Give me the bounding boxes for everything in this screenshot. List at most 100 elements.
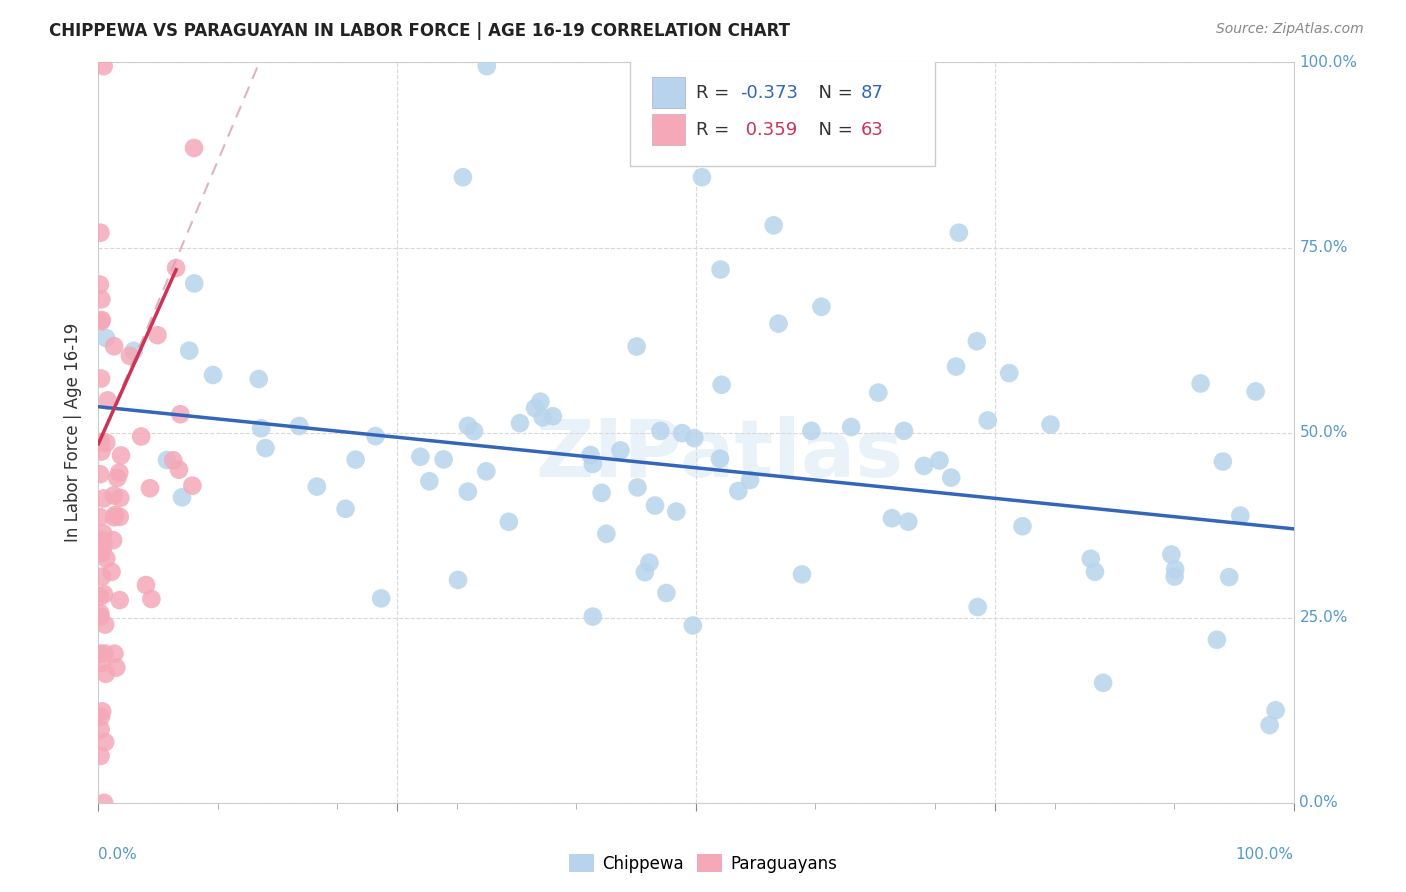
Point [108, 593, 131, 607]
Legend: Chippewa, Paraguayans: Chippewa, Paraguayans [562, 847, 844, 880]
Text: Source: ZipAtlas.com: Source: ZipAtlas.com [1216, 22, 1364, 37]
Point [644, 499, 666, 513]
Point [868, 385, 890, 400]
Point [108, 466, 131, 480]
Point [91, 541, 114, 555]
Point [89, 467, 111, 482]
Point [1264, 703, 1286, 717]
Point [90, 533, 112, 547]
Point [1163, 569, 1185, 583]
Point [110, 449, 132, 463]
Point [250, 421, 273, 435]
Point [418, 475, 440, 489]
Text: 100.0%: 100.0% [1236, 847, 1294, 863]
Point [93, 587, 115, 601]
Point [1039, 417, 1062, 432]
Text: 87: 87 [860, 84, 884, 102]
Point [768, 317, 790, 331]
Point [541, 409, 564, 424]
Point [103, 647, 125, 661]
Point [683, 431, 706, 445]
Text: 50.0%: 50.0% [1299, 425, 1348, 440]
Text: R =: R = [696, 84, 735, 102]
Point [1189, 376, 1212, 391]
Point [457, 484, 479, 499]
Point [89, 277, 111, 292]
Point [108, 510, 131, 524]
Point [90, 293, 112, 307]
Point [1212, 454, 1234, 468]
Point [335, 501, 357, 516]
Point [183, 277, 205, 291]
Point [201, 368, 224, 382]
Point [93, 796, 115, 810]
Point [94, 617, 117, 632]
Text: 0.0%: 0.0% [1299, 796, 1339, 810]
Point [93, 536, 115, 550]
Point [118, 349, 141, 363]
Point [96, 551, 118, 566]
Point [727, 483, 749, 498]
Point [89, 590, 111, 604]
Point [509, 416, 531, 430]
Point [89, 226, 111, 240]
Text: -0.373: -0.373 [740, 84, 799, 102]
Point [998, 366, 1021, 380]
Point [93, 491, 115, 506]
Point [609, 443, 631, 458]
Point [90, 314, 112, 328]
Point [709, 451, 731, 466]
Point [90, 748, 112, 763]
Point [90, 444, 112, 458]
Point [579, 448, 602, 462]
Point [1218, 570, 1240, 584]
Point [179, 343, 201, 358]
Point [100, 565, 122, 579]
Point [463, 424, 485, 438]
Text: 100.0%: 100.0% [1299, 55, 1358, 70]
Point [165, 260, 187, 275]
Point [91, 526, 114, 541]
Point [966, 334, 988, 349]
Point [762, 219, 785, 233]
Text: R =: R = [696, 120, 735, 139]
Point [167, 463, 190, 477]
Point [90, 371, 112, 385]
Point [498, 515, 520, 529]
Point [169, 407, 191, 421]
Point [912, 458, 935, 473]
Point [89, 647, 111, 661]
Point [91, 542, 114, 557]
Point [90, 435, 112, 450]
Text: 0.0%: 0.0% [98, 847, 138, 863]
Point [1160, 548, 1182, 562]
Point [103, 488, 125, 502]
Point [1244, 384, 1267, 399]
Point [370, 591, 392, 606]
Point [135, 578, 157, 592]
Point [671, 426, 693, 441]
Point [105, 660, 128, 674]
Point [90, 710, 112, 724]
Point [1084, 565, 1107, 579]
Point [91, 569, 114, 583]
Point [1080, 551, 1102, 566]
Point [897, 515, 920, 529]
FancyBboxPatch shape [652, 78, 685, 108]
Point [582, 609, 605, 624]
Point [288, 419, 311, 434]
FancyBboxPatch shape [630, 55, 935, 166]
Point [893, 424, 915, 438]
Point [810, 300, 832, 314]
Point [529, 394, 551, 409]
Point [432, 452, 454, 467]
Point [409, 450, 432, 464]
Point [531, 410, 554, 425]
Point [626, 339, 648, 353]
Point [475, 59, 498, 73]
Point [626, 480, 648, 494]
Point [139, 481, 162, 495]
Point [90, 723, 112, 737]
Point [305, 480, 328, 494]
Text: 63: 63 [860, 120, 884, 139]
